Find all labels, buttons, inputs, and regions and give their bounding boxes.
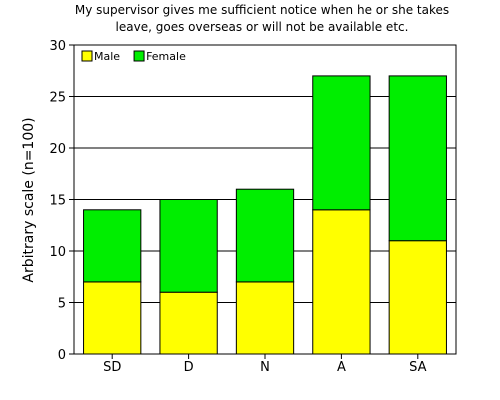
bar-male-sa: [388, 240, 447, 355]
bar-male-sd: [83, 281, 142, 355]
x-tick-label: SA: [409, 360, 426, 375]
x-tick-label: A: [337, 360, 346, 375]
bar-female-sa: [388, 75, 447, 242]
legend-swatch-male: [81, 50, 93, 62]
bar-female-a: [312, 75, 371, 211]
bar-male-n: [235, 281, 295, 355]
bar-female-d: [159, 199, 218, 293]
x-tick-label: N: [260, 360, 270, 375]
bars: [83, 75, 447, 355]
bar-male-a: [312, 209, 371, 355]
y-tick-label: 30: [49, 39, 66, 54]
x-tick-label: D: [184, 360, 194, 375]
x-tick-label: SD: [103, 360, 121, 375]
bar-female-sd: [83, 209, 142, 283]
legend-label-female: Female: [146, 50, 186, 63]
plot-frame: [73, 44, 457, 355]
bar-male-d: [159, 291, 218, 355]
y-tick-label: 20: [49, 142, 66, 157]
y-tick-label: 0: [58, 348, 66, 363]
y-tick-label: 10: [49, 245, 66, 260]
axes: 0 5 10 15 20 25 30 SD D N A SA: [49, 39, 457, 375]
legend-label-male: Male: [94, 50, 120, 63]
y-tick-label: 25: [49, 91, 66, 106]
y-tick-label: 15: [49, 194, 66, 209]
legend-swatch-female: [133, 50, 145, 62]
y-axis-label: Arbitrary scale (n=100): [21, 117, 37, 282]
y-tick-label: 5: [58, 297, 66, 312]
chart-title-line-2: leave, goes overseas or will not be avai…: [116, 20, 409, 34]
legend: Male Female: [81, 50, 186, 63]
chart-title-line-1: My supervisor gives me sufficient notice…: [75, 3, 449, 17]
bar-female-n: [235, 188, 295, 283]
